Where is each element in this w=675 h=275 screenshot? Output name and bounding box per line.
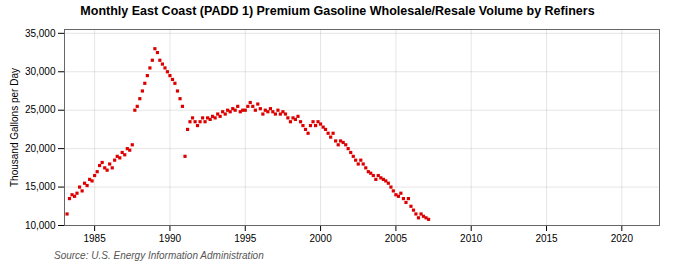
svg-text:20,000: 20,000 xyxy=(25,143,56,154)
svg-text:2020: 2020 xyxy=(611,233,634,244)
svg-text:2015: 2015 xyxy=(535,233,558,244)
svg-text:2000: 2000 xyxy=(309,233,332,244)
svg-text:35,000: 35,000 xyxy=(25,28,56,39)
svg-text:1985: 1985 xyxy=(84,233,107,244)
svg-text:Thousand Gallons per Day: Thousand Gallons per Day xyxy=(9,68,20,187)
svg-text:2005: 2005 xyxy=(385,233,408,244)
svg-text:1995: 1995 xyxy=(234,233,257,244)
svg-text:10,000: 10,000 xyxy=(25,220,56,231)
svg-text:30,000: 30,000 xyxy=(25,66,56,77)
svg-text:2010: 2010 xyxy=(460,233,483,244)
svg-text:15,000: 15,000 xyxy=(25,181,56,192)
svg-text:1990: 1990 xyxy=(159,233,182,244)
svg-text:25,000: 25,000 xyxy=(25,104,56,115)
html-text:Source: U.S. Energy Informatio: Source: U.S. Energy Information Administ… xyxy=(54,250,264,261)
html-text:Monthly East Coast (PADD 1) Pr: Monthly East Coast (PADD 1) Premium Gaso… xyxy=(80,4,595,18)
